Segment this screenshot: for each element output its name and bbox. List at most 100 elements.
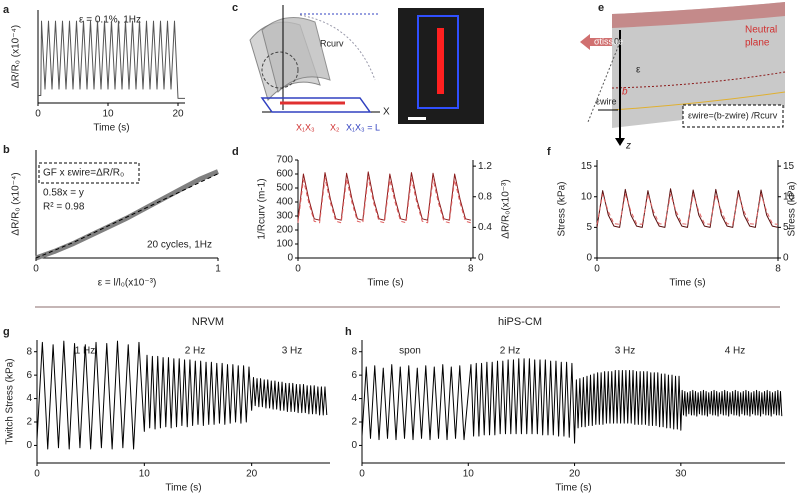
x-tick-label: 8 [775, 264, 781, 275]
data-line [361, 358, 783, 444]
panel-label: h [345, 326, 352, 338]
panel-label: d [232, 146, 239, 158]
y2-tick-label: 0 [478, 253, 484, 264]
label: εwire [596, 96, 617, 106]
y-tick-label: 10 [581, 191, 593, 202]
annotation: 3 Hz [282, 346, 303, 357]
y-tick-label: 0 [351, 440, 357, 451]
y-tick-label: 15 [581, 161, 593, 172]
annotation: ε = 0.1%, 1Hz [79, 15, 141, 26]
y-tick-label: 0 [586, 253, 592, 264]
y2-tick-label: 0.4 [478, 222, 492, 233]
y-tick-label: 2 [351, 417, 357, 428]
diagram-c: c Rcurv X X₁X₃ X₂ X₁X₃ = L [232, 2, 484, 132]
curvature [261, 51, 299, 89]
x-tick-label: 0 [594, 264, 600, 275]
tissue-top [612, 2, 785, 28]
y-tick-label: 200 [276, 225, 293, 236]
y2-axis-label: ΔR/R₀(x10⁻³) [501, 179, 512, 238]
x-tick-label: 1 [215, 264, 221, 275]
data-line [38, 20, 185, 99]
y2-tick-label: 10 [783, 191, 795, 202]
annotation: 0.58x = y [43, 188, 84, 199]
label: Rcurv [320, 38, 344, 48]
y-tick-label: 4 [26, 393, 32, 404]
annotation: R² = 0.98 [43, 202, 85, 213]
wire-frame [260, 97, 372, 113]
x-tick-label: 0 [33, 264, 39, 275]
x-axis-label: Time (s) [93, 123, 129, 134]
panel-label: g [3, 326, 10, 338]
x-tick-label: 10 [139, 469, 151, 480]
label: X₁X₃ [296, 122, 315, 132]
data-line [596, 188, 779, 228]
curvature [299, 14, 376, 81]
label: εwire=(b-zwire) /Rcurv [688, 110, 778, 120]
y2-tick-label: 15 [783, 161, 795, 172]
y-tick-label: 500 [276, 183, 293, 194]
neutral-line [611, 91, 786, 111]
label: ε [636, 65, 641, 76]
label: z [625, 141, 631, 152]
photo-frame [417, 15, 459, 109]
label: plane [745, 38, 770, 49]
tissue [612, 2, 785, 128]
panel-label: a [3, 4, 10, 16]
y-tick-label: 0 [287, 253, 293, 264]
x-axis-label: Time (s) [367, 278, 403, 289]
annotation: 2 Hz [185, 346, 206, 357]
x-tick-label: 0 [295, 264, 301, 275]
photo-wire [437, 28, 444, 94]
y-tick-label: 6 [351, 370, 357, 381]
x-tick-label: 20 [246, 469, 258, 480]
y2-axis-label: Stress (kPa) [787, 181, 798, 236]
y-tick-label: 300 [276, 211, 293, 222]
label: σtissue [594, 36, 623, 46]
wire-level [611, 71, 786, 89]
x-tick-label: 30 [675, 469, 687, 480]
y-tick-label: 2 [26, 417, 32, 428]
y-axis-label: ΔR/R₀ (x10⁻⁴) [11, 25, 22, 88]
formula-box [682, 104, 784, 128]
panel-label: f [547, 146, 551, 158]
sheet [261, 17, 331, 93]
data-line [297, 171, 471, 221]
y-tick-label: 400 [276, 197, 293, 208]
x-tick-label: 20 [172, 109, 184, 120]
x-tick-label: 10 [102, 109, 114, 120]
x-tick-label: 20 [569, 469, 581, 480]
y-axis-label: ΔR/R₀ (x10⁻⁴) [11, 172, 22, 235]
y-tick-label: 6 [26, 370, 32, 381]
annotation: spon [399, 346, 421, 357]
annotation: GF x εwire=ΔR/R₀ [43, 168, 124, 179]
arrow-head [615, 138, 625, 146]
panel-label: e [598, 2, 604, 14]
x-tick-label: 0 [34, 469, 40, 480]
y-tick-label: 100 [276, 239, 293, 250]
data-line [596, 193, 779, 225]
label: X₂ [330, 122, 340, 132]
label: 0 [614, 36, 619, 46]
annotation: 4 Hz [725, 346, 746, 357]
label: b [622, 87, 628, 98]
y-tick-label: 8 [351, 346, 357, 357]
annotation: 3 Hz [615, 346, 636, 357]
data-line [36, 340, 328, 450]
data-line [35, 173, 219, 259]
y-tick-label: 600 [276, 169, 293, 180]
x-axis-label: Time (s) [669, 278, 705, 289]
y-axis-label: Stress (kPa) [557, 181, 568, 236]
chart-title: hiPS-CM [498, 316, 542, 328]
diagram-e: e 0 σtissue Neutral plane ε b εwire εwir… [580, 2, 786, 152]
annotation: 2 Hz [500, 346, 521, 357]
x-tick-label: 10 [463, 469, 475, 480]
chart-title: NRVM [192, 316, 224, 328]
panel-label: b [3, 144, 10, 156]
stress-arrow [580, 34, 612, 50]
x-axis-label: ε = l/l₀(x10⁻³) [98, 278, 157, 289]
y-tick-label: 4 [351, 393, 357, 404]
data-line [35, 169, 219, 261]
y2-tick-label: 5 [783, 222, 789, 233]
y2-tick-label: 0.8 [478, 191, 492, 202]
panel-label: c [232, 2, 238, 14]
